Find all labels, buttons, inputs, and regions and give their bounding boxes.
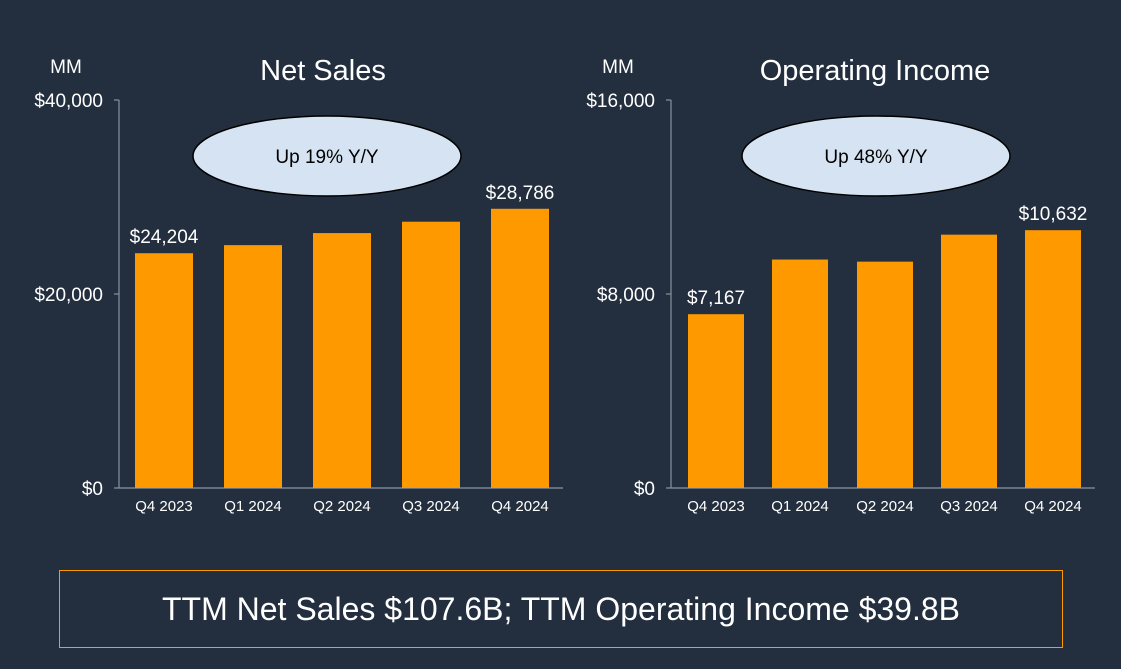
net-sales-callout-text: Up 19% Y/Y bbox=[275, 147, 378, 168]
operating-income-labels: Q4 2023 $7,167 Q1 2024 Q2 2024 Q3 2024 Q4 202… bbox=[687, 204, 1087, 515]
net-sales-bar bbox=[402, 221, 460, 488]
net-sales-unit-label: MM bbox=[50, 57, 82, 78]
net-sales-x-tick-label: Q2 2024 bbox=[313, 498, 371, 515]
operating-income-y-tick-label: $16,000 bbox=[586, 91, 655, 112]
operating-income-y-tick-label: $8,000 bbox=[597, 285, 655, 306]
net-sales-data-label: $24,204 bbox=[130, 227, 199, 248]
net-sales-bar bbox=[224, 245, 282, 488]
summary-text: TTM Net Sales $107.6B; TTM Operating Inc… bbox=[162, 590, 960, 627]
net-sales-x-tick-label: Q1 2024 bbox=[224, 498, 282, 515]
operating-income-x-tick-label: Q4 2024 bbox=[1024, 498, 1082, 515]
net-sales-bar bbox=[135, 253, 193, 488]
net-sales-chart: MM Net Sales Up 19% Y/Y $0 $20,000 $40,000… bbox=[34, 55, 563, 515]
net-sales-bar bbox=[313, 233, 371, 488]
net-sales-callout-oval bbox=[192, 115, 462, 197]
operating-income-bar bbox=[1025, 230, 1081, 488]
operating-income-bar bbox=[772, 259, 828, 488]
net-sales-bar bbox=[491, 208, 549, 488]
net-sales-x-tick-label: Q4 2024 bbox=[491, 498, 549, 515]
operating-income-bar bbox=[941, 234, 997, 488]
operating-income-bar bbox=[688, 314, 744, 488]
operating-income-bars bbox=[688, 230, 1081, 488]
net-sales-y-tick-label: $20,000 bbox=[34, 285, 103, 306]
operating-income-title: Operating Income bbox=[760, 55, 991, 87]
operating-income-chart: MM Operating Income Up 48% Y/Y $0 $8,000 $… bbox=[586, 55, 1095, 515]
net-sales-y-tick-label: $0 bbox=[82, 479, 103, 500]
operating-income-unit-label: MM bbox=[602, 57, 634, 78]
operating-income-x-tick-label: Q1 2024 bbox=[771, 498, 829, 515]
net-sales-title: Net Sales bbox=[260, 55, 386, 87]
operating-income-data-label: $7,167 bbox=[687, 288, 745, 309]
operating-income-bar bbox=[857, 261, 913, 488]
operating-income-y-tick-label: $0 bbox=[634, 479, 655, 500]
operating-income-callout-oval bbox=[741, 115, 1011, 197]
net-sales-x-tick-label: Q4 2023 bbox=[135, 498, 193, 515]
net-sales-bars bbox=[135, 208, 549, 488]
summary-box: TTM Net Sales $107.6B; TTM Operating Inc… bbox=[59, 570, 1063, 648]
operating-income-x-tick-label: Q4 2023 bbox=[687, 498, 745, 515]
net-sales-x-tick-label: Q3 2024 bbox=[402, 498, 460, 515]
net-sales-data-label: $28,786 bbox=[486, 183, 555, 204]
operating-income-x-tick-label: Q3 2024 bbox=[940, 498, 998, 515]
net-sales-labels: Q4 2023 $24,204 Q1 2024 Q2 2024 Q3 2024 Q4 20… bbox=[130, 183, 555, 515]
operating-income-data-label: $10,632 bbox=[1019, 204, 1088, 225]
operating-income-callout-text: Up 48% Y/Y bbox=[824, 147, 927, 168]
operating-income-x-tick-label: Q2 2024 bbox=[856, 498, 914, 515]
net-sales-y-tick-label: $40,000 bbox=[34, 91, 103, 112]
